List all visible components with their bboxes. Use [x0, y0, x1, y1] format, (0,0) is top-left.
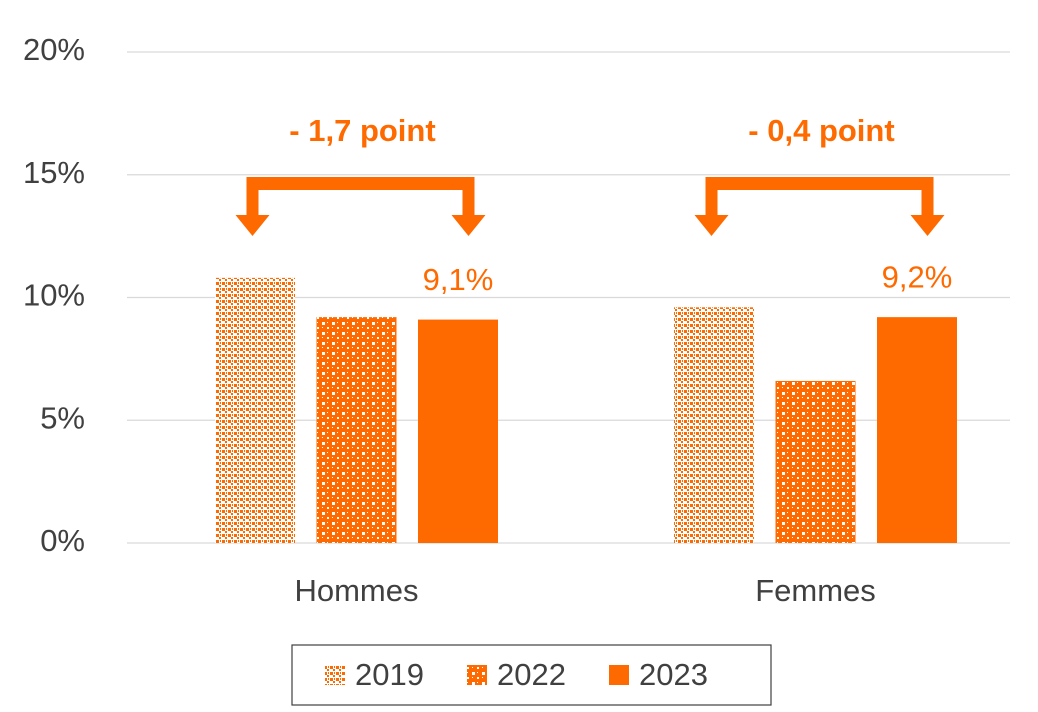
bracket-arrow: [235, 177, 486, 236]
y-tick-label: 15%: [23, 155, 85, 190]
y-tick-label: 0%: [40, 523, 85, 558]
bar: [674, 307, 754, 543]
value-label: 9,2%: [882, 259, 953, 294]
annotation: - 1,7 point: [289, 113, 435, 148]
legend-label: 2023: [639, 657, 708, 692]
legend-swatch: [467, 665, 487, 685]
x-tick-label: Femmes: [755, 573, 876, 608]
legend-swatch: [609, 665, 629, 685]
legend-swatch: [325, 665, 345, 685]
legend-label: 2022: [497, 657, 566, 692]
legend-label: 2019: [355, 657, 424, 692]
bar: [215, 277, 295, 543]
bar: [775, 380, 856, 543]
bar: [418, 319, 498, 543]
bar: [316, 317, 397, 543]
bracket-arrow: [694, 177, 945, 236]
value-label: 9,1%: [423, 262, 494, 297]
x-tick-label: Hommes: [294, 573, 418, 608]
bar: [877, 317, 957, 543]
y-tick-label: 5%: [40, 400, 85, 435]
legend-box: [291, 644, 772, 706]
annotation: - 0,4 point: [748, 113, 894, 148]
y-tick-label: 10%: [23, 278, 85, 313]
y-tick-label: 20%: [23, 32, 85, 67]
